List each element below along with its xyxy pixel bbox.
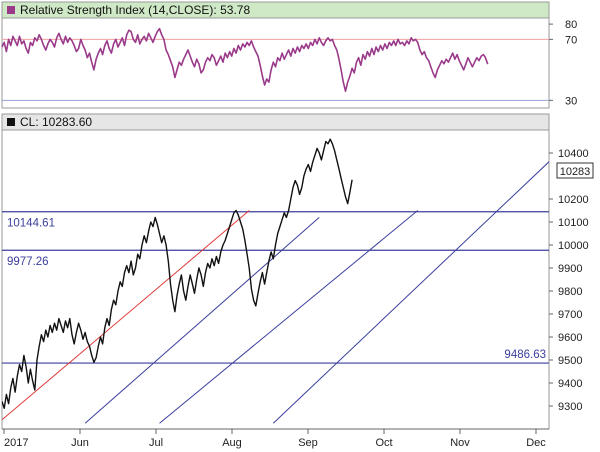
x-tick-label: Nov xyxy=(450,437,470,449)
trend-line xyxy=(2,210,250,421)
rsi-panel: Relative Strength Index (14,CLOSE): 53.7… xyxy=(1,1,577,109)
horizontal-level-label: 9486.63 xyxy=(504,349,546,361)
rsi-y-tick-label: 70 xyxy=(565,34,577,46)
x-tick-label: 2017 xyxy=(4,437,28,449)
price-y-axis-ticks: 9300 9400 9500 9600 9700 9800 9900 10000 10100 10… xyxy=(549,148,589,413)
rsi-y-axis-ticks: 80 70 30 xyxy=(549,19,577,107)
horizontal-level-label: 9977.26 xyxy=(7,256,49,268)
price-y-tick-label: 10100 xyxy=(558,217,589,229)
x-tick-label: Sep xyxy=(298,437,318,449)
rsi-y-tick-label: 30 xyxy=(565,95,577,107)
rsi-series-group xyxy=(1,27,489,92)
rsi-header-bar xyxy=(1,1,550,19)
price-plot-background xyxy=(1,113,550,430)
price-y-tick-label: 10000 xyxy=(558,240,589,252)
price-series-line xyxy=(2,138,353,409)
x-tick-label: Jun xyxy=(71,437,89,449)
x-tick-label: Aug xyxy=(222,437,242,449)
price-y-tick-label: 9300 xyxy=(558,401,582,413)
trend-line xyxy=(84,217,320,424)
horizontal-level-label: 10144.61 xyxy=(7,218,55,230)
price-y-tick-label: 10200 xyxy=(558,194,589,206)
x-axis: 2017 Jun Jul Aug Sep Oct Nov Dec xyxy=(2,428,549,449)
rsi-header-swatch xyxy=(7,6,15,14)
trend-lines xyxy=(2,161,549,424)
price-y-tick-label: 9500 xyxy=(558,355,582,367)
rsi-title: Relative Strength Index (14,CLOSE): 53.7… xyxy=(20,3,250,17)
horizontal-levels: 10144.61 9977.26 9486.63 xyxy=(2,211,549,364)
price-y-tick-label: 9800 xyxy=(558,286,582,298)
price-panel: CL: 10283.60 10144.61 9977.26 9486.63 9300… xyxy=(1,113,594,430)
last-value-label: 10283 xyxy=(560,166,591,178)
x-tick-label: Oct xyxy=(375,437,392,449)
price-y-tick-label: 9400 xyxy=(558,378,582,390)
price-y-tick-label: 9600 xyxy=(558,332,582,344)
price-y-tick-label: 9700 xyxy=(558,309,582,321)
rsi-reference-lines xyxy=(2,38,549,101)
price-header-swatch xyxy=(7,118,15,126)
trend-line xyxy=(272,161,549,424)
rsi-y-tick-label: 80 xyxy=(565,19,577,31)
trend-line xyxy=(159,210,419,424)
rsi-series-line xyxy=(1,27,489,92)
last-value-box xyxy=(556,162,594,179)
price-title: CL: 10283.60 xyxy=(20,115,92,129)
price-header-bar xyxy=(1,113,550,131)
price-y-tick-label: 9900 xyxy=(558,263,582,275)
price-y-tick-label: 10400 xyxy=(558,148,589,160)
price-series-group xyxy=(2,138,353,409)
x-tick-label: Jul xyxy=(149,437,163,449)
x-tick-label: Dec xyxy=(526,437,546,449)
last-value-marker: 10283 xyxy=(556,162,594,179)
